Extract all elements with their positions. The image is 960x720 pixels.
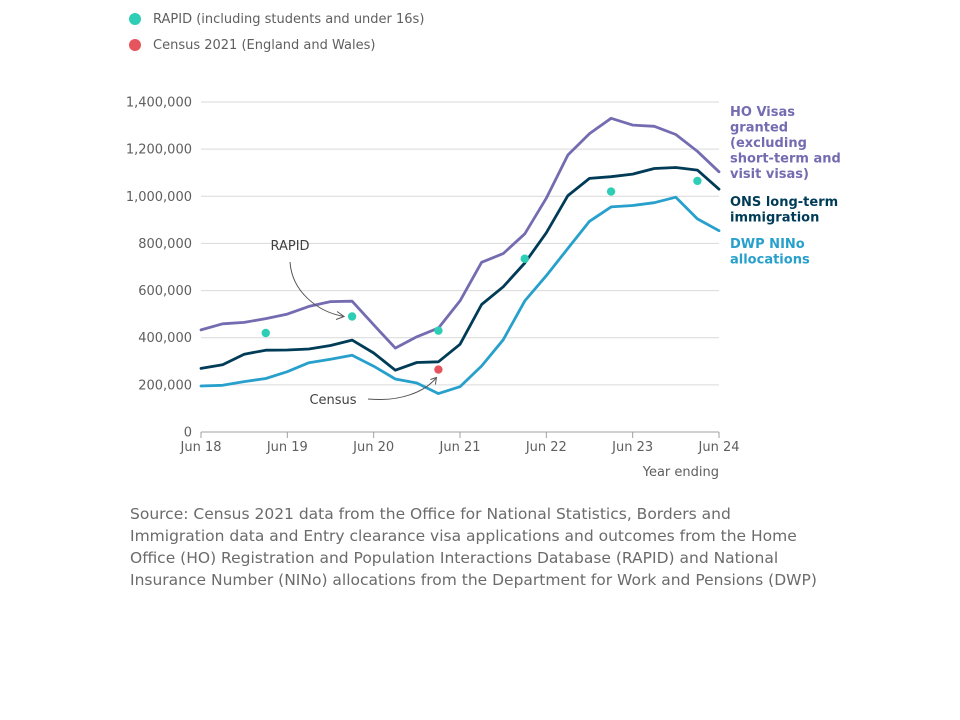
y-tick-label: 1,400,000 xyxy=(126,96,192,111)
series-line xyxy=(199,195,721,395)
y-tick-label: 0 xyxy=(184,426,192,441)
chart-legend: RAPID (including students and under 16s)… xyxy=(129,6,424,58)
legend-item-census: Census 2021 (England and Wales) xyxy=(129,32,424,58)
series-label: DWP NINo allocations xyxy=(730,237,810,268)
data-point xyxy=(434,326,443,335)
data-point xyxy=(261,328,270,338)
x-tick-label: Jun 22 xyxy=(525,440,567,455)
series-lines xyxy=(199,116,721,395)
data-point xyxy=(606,187,616,196)
series-labels: HO Visas granted (excluding short-term and v… xyxy=(730,105,841,268)
series-label: ONS long-term immigration xyxy=(730,195,838,226)
legend-item-rapid: RAPID (including students and under 16s) xyxy=(129,6,424,32)
y-tick-label: 200,000 xyxy=(138,378,192,393)
x-axis-label: Year ending xyxy=(642,465,719,480)
gridlines xyxy=(201,101,719,433)
x-axis: Jun 18 Jun 19 Jun 20 Jun 21 Jun 22 Jun 23 Jun … xyxy=(180,431,740,455)
census-legend-marker xyxy=(129,39,141,51)
annotation-arrow xyxy=(289,261,345,317)
rapid-legend-marker xyxy=(129,13,141,25)
y-tick-label: 600,000 xyxy=(138,284,192,299)
data-point xyxy=(520,254,529,263)
source-note: Source: Census 2021 data from the Office… xyxy=(130,505,817,589)
data-point xyxy=(693,176,702,186)
annotations: RAPID Census xyxy=(270,239,438,408)
y-tick-label: 400,000 xyxy=(138,331,192,346)
annotation-arrow xyxy=(367,377,437,401)
x-tick-label: Jun 23 xyxy=(611,440,653,455)
y-tick-label: 1,200,000 xyxy=(126,143,192,158)
x-tick-label: Jun 20 xyxy=(352,440,394,455)
annotation-arrowhead xyxy=(430,376,438,385)
x-tick-label: Jun 24 xyxy=(698,440,740,455)
legend-label-census: Census 2021 (England and Wales) xyxy=(153,37,376,53)
line-chart: 0 200,000 400,000 600,000 800,000 1,000,000 1,… xyxy=(126,96,841,481)
series-line xyxy=(199,116,721,350)
series-points xyxy=(261,176,702,374)
data-point xyxy=(347,312,357,321)
x-tick-label: Jun 18 xyxy=(180,440,222,455)
x-tick-label: Jun 21 xyxy=(439,440,481,455)
series-line xyxy=(199,166,721,372)
legend-label-rapid: RAPID (including students and under 16s) xyxy=(153,11,425,27)
annotation-arrowhead xyxy=(335,311,346,320)
x-tick-label: Jun 19 xyxy=(266,440,308,455)
y-tick-label: 800,000 xyxy=(138,237,192,252)
annotation-label: Census xyxy=(309,393,356,408)
y-tick-label: 1,000,000 xyxy=(126,190,192,205)
y-axis: 0 200,000 400,000 600,000 800,000 1,000,000 1,… xyxy=(126,96,192,441)
series-label: HO Visas granted (excluding short-term and v… xyxy=(730,105,841,182)
annotation-label: RAPID xyxy=(270,239,309,254)
data-point xyxy=(434,365,443,374)
